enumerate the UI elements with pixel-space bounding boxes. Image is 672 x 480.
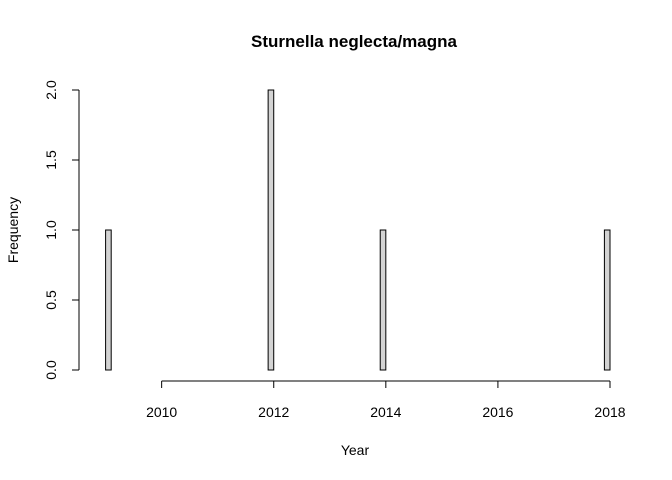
chart-title: Sturnella neglecta/magna bbox=[251, 32, 457, 51]
bars-layer bbox=[105, 89, 611, 371]
x-axis: 2010 2012 2014 2016 2018 bbox=[146, 380, 626, 420]
y-tick-label: 1.5 bbox=[43, 150, 59, 170]
histogram-bar bbox=[105, 229, 112, 371]
y-tick-label: 0.0 bbox=[43, 360, 59, 380]
plot-area: 2010 2012 2014 2016 2018 0.0 0.5 1.0 1.5 2.0 bbox=[43, 80, 626, 420]
x-tick-label: 2010 bbox=[146, 404, 177, 420]
histogram-bar bbox=[603, 229, 611, 371]
histogram-bar bbox=[267, 89, 275, 371]
x-tick-label: 2012 bbox=[258, 404, 289, 420]
y-axis-label: Frequency bbox=[5, 197, 21, 263]
x-axis-label: Year bbox=[341, 442, 370, 458]
x-tick-label: 2016 bbox=[482, 404, 513, 420]
x-tick-label: 2014 bbox=[370, 404, 401, 420]
y-tick-label: 1.0 bbox=[43, 220, 59, 240]
x-tick-label: 2018 bbox=[594, 404, 625, 420]
y-axis: 0.0 0.5 1.0 1.5 2.0 bbox=[43, 80, 80, 380]
y-tick-label: 2.0 bbox=[43, 80, 59, 100]
y-tick-label: 0.5 bbox=[43, 290, 59, 310]
histogram-bar bbox=[379, 229, 387, 371]
